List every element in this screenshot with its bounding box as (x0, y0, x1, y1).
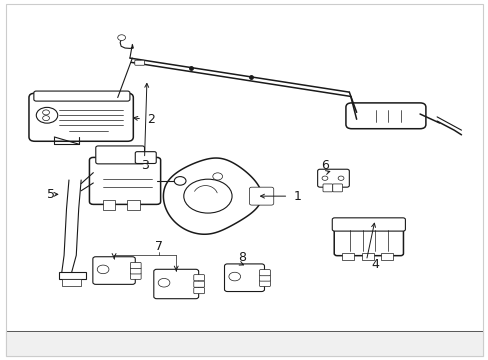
FancyBboxPatch shape (317, 169, 348, 187)
Bar (61, 279, 81, 286)
Text: 2: 2 (147, 113, 155, 126)
FancyBboxPatch shape (193, 281, 204, 287)
FancyBboxPatch shape (345, 103, 425, 129)
FancyBboxPatch shape (259, 275, 270, 281)
FancyBboxPatch shape (130, 273, 141, 279)
FancyBboxPatch shape (259, 280, 270, 287)
FancyBboxPatch shape (193, 288, 204, 294)
FancyBboxPatch shape (34, 91, 130, 101)
Bar (127, 201, 140, 211)
Circle shape (118, 35, 125, 41)
Circle shape (42, 116, 49, 121)
FancyBboxPatch shape (135, 152, 156, 163)
Text: 6: 6 (320, 159, 328, 172)
FancyBboxPatch shape (259, 270, 270, 276)
Bar (341, 253, 353, 260)
FancyBboxPatch shape (323, 184, 332, 192)
FancyBboxPatch shape (154, 269, 198, 299)
Bar (361, 253, 373, 260)
FancyBboxPatch shape (135, 60, 144, 65)
FancyBboxPatch shape (331, 218, 405, 231)
Text: 5: 5 (47, 188, 55, 201)
Bar (380, 253, 392, 260)
Text: 1: 1 (293, 190, 301, 203)
Text: 3: 3 (141, 159, 148, 172)
FancyBboxPatch shape (89, 157, 160, 204)
Circle shape (212, 173, 222, 180)
Text: 4: 4 (370, 258, 378, 271)
Bar (59, 272, 86, 279)
Circle shape (322, 176, 327, 180)
Circle shape (42, 110, 49, 115)
FancyBboxPatch shape (193, 275, 204, 281)
FancyBboxPatch shape (29, 93, 133, 141)
FancyBboxPatch shape (224, 264, 264, 292)
FancyBboxPatch shape (93, 257, 135, 284)
Circle shape (97, 265, 109, 274)
FancyBboxPatch shape (130, 268, 141, 274)
Bar (103, 201, 115, 211)
FancyBboxPatch shape (333, 219, 403, 256)
Circle shape (158, 278, 169, 287)
Polygon shape (163, 158, 261, 234)
FancyBboxPatch shape (249, 187, 273, 205)
Ellipse shape (183, 179, 232, 213)
Circle shape (174, 177, 185, 185)
Circle shape (337, 176, 343, 180)
FancyBboxPatch shape (96, 146, 144, 164)
FancyBboxPatch shape (130, 262, 141, 269)
Text: 8: 8 (238, 251, 245, 264)
Text: 7: 7 (155, 240, 163, 253)
Circle shape (36, 107, 58, 123)
FancyBboxPatch shape (332, 184, 342, 192)
Circle shape (228, 272, 240, 281)
